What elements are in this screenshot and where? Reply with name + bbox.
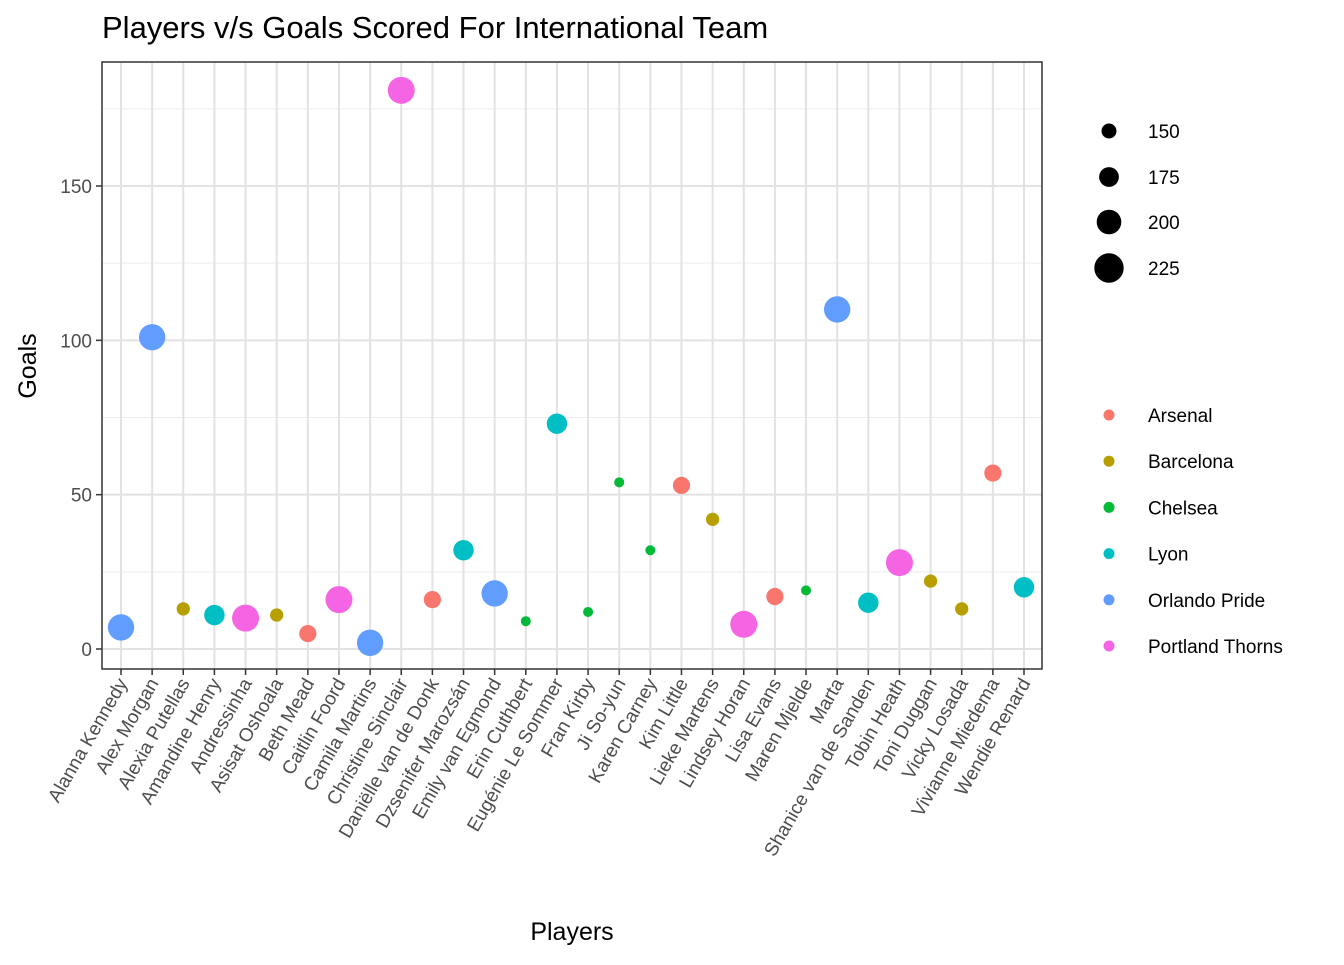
chart-title: Players v/s Goals Scored For Internation… (102, 10, 768, 45)
color-legend-label: Arsenal (1148, 406, 1212, 427)
color-legend-key (1103, 455, 1115, 467)
data-point (766, 587, 784, 606)
size-legend-key (1101, 123, 1117, 139)
data-point (204, 604, 225, 626)
data-point (520, 616, 531, 627)
color-legend: Arsenal Barcelona Chelsea Lyon Orlando Pride… (1103, 406, 1283, 658)
color-legend-label: Chelsea (1148, 498, 1218, 519)
size-legend-key (1099, 167, 1119, 187)
data-point (672, 476, 691, 495)
data-point (270, 608, 284, 622)
data-point (423, 591, 441, 609)
data-point (885, 549, 913, 577)
data-point (299, 624, 317, 643)
data-point (176, 602, 190, 616)
data-point (387, 76, 415, 104)
data-point (730, 610, 758, 638)
y-tick-label: 50 (71, 486, 92, 507)
data-point (138, 324, 166, 351)
size-legend-label: 200 (1148, 213, 1180, 234)
data-points (107, 76, 1035, 656)
y-tick-label: 100 (60, 331, 92, 352)
data-point (858, 592, 879, 613)
data-point (481, 580, 508, 607)
data-point (823, 296, 851, 323)
data-point (645, 545, 656, 556)
color-legend-label: Lyon (1148, 545, 1189, 566)
data-point (356, 629, 384, 656)
data-point (705, 512, 720, 526)
data-point (1013, 577, 1035, 598)
size-legend-key (1094, 253, 1124, 283)
color-legend-label: Orlando Pride (1148, 591, 1265, 612)
data-point (546, 413, 568, 434)
data-point (232, 604, 260, 632)
grid (102, 62, 1042, 669)
size-legend-label: 150 (1148, 122, 1180, 143)
data-point (583, 606, 594, 617)
color-legend-key (1103, 548, 1115, 560)
color-legend-key (1103, 640, 1115, 652)
size-legend: 150 175 200 225 (1094, 122, 1180, 283)
color-legend-key (1103, 501, 1115, 513)
data-point (325, 586, 353, 614)
y-tick-label: 150 (60, 177, 92, 198)
data-point (107, 614, 135, 641)
size-legend-label: 225 (1148, 259, 1180, 280)
color-legend-key (1103, 594, 1115, 606)
data-point (984, 464, 1002, 482)
y-tick-label: 0 (81, 640, 92, 661)
color-legend-key (1103, 409, 1115, 421)
data-point (923, 574, 938, 588)
size-legend-key (1096, 209, 1122, 235)
panel-border (101, 61, 1043, 670)
color-legend-label: Portland Thorns (1148, 637, 1283, 658)
y-axis-title: Goals (14, 333, 42, 398)
data-point (453, 539, 474, 561)
size-legend-label: 175 (1148, 168, 1180, 189)
data-point (801, 585, 812, 596)
color-legend-label: Barcelona (1148, 452, 1234, 473)
y-axis: 0 50 100 150 (60, 177, 102, 661)
data-point (614, 477, 625, 488)
data-point (955, 602, 969, 616)
x-axis-title: Players (530, 918, 613, 946)
